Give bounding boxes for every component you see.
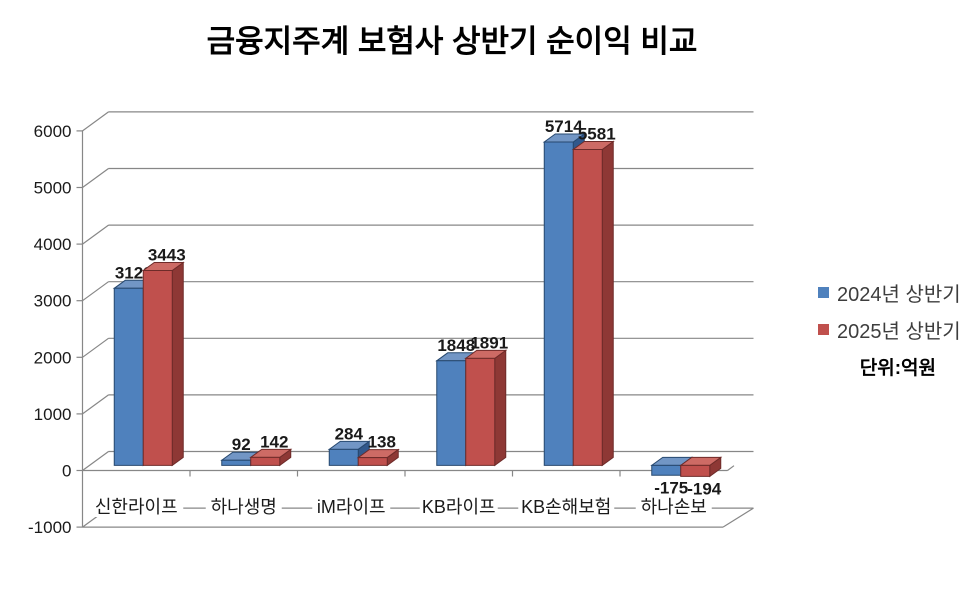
y-axis-label-1000: 1000	[34, 405, 72, 424]
bar-front-face-c2-s0	[328, 448, 359, 466]
value-label-c3-s1: 1891	[470, 333, 508, 352]
y-axis-label-6000: 6000	[34, 122, 72, 141]
bar-front-face-c2-s1	[357, 457, 388, 466]
value-label-c1-s0: 92	[232, 435, 251, 454]
chart-title: 금융지주계 보험사 상반기 순이익 비교	[206, 24, 698, 59]
gridline-depth-0	[82, 451, 109, 471]
legend-item-2024: 2024년 상반기	[818, 278, 960, 307]
value-label-c4-s0: 5714	[545, 117, 583, 136]
bar-front-face-c5-s1	[680, 464, 711, 477]
legend-swatch-2025-icon	[818, 324, 829, 335]
unit-note: 단위:억원	[859, 358, 936, 379]
value-label-c0-s1: 3443	[148, 246, 186, 265]
gridline-depth-5000	[82, 168, 109, 188]
y-axis-label-5000: 5000	[34, 179, 72, 198]
category-label-3: KB라이프	[422, 497, 496, 517]
value-label-c5-s1: -194	[687, 479, 722, 498]
bar-front-face-c4-s1	[572, 149, 603, 466]
value-label-c1-s1: 142	[260, 432, 288, 451]
legend-swatch-2024-icon	[818, 287, 829, 298]
value-label-c4-s1: 5581	[578, 125, 616, 144]
legend-item-2025: 2025년 상반기	[818, 315, 960, 344]
gridline-depth-6000	[82, 111, 109, 132]
value-label-c2-s1: 138	[368, 433, 396, 452]
floor-right-diagonal	[722, 507, 754, 528]
category-axis-end-stub	[727, 465, 735, 471]
bar-side-face-c4-s1	[601, 140, 614, 467]
category-label-bg-3	[419, 498, 498, 517]
category-label-0: 신한라이프	[95, 497, 178, 517]
legend: 2024년 상반기 2025년 상반기	[818, 278, 960, 352]
category-label-5: 하나손보	[641, 497, 707, 517]
gridline-depth-1000	[82, 394, 109, 415]
gridline-depth-4000	[82, 224, 109, 245]
y-axis-label-3000: 3000	[34, 292, 72, 311]
category-label-bg-5	[635, 498, 712, 517]
gridline-depth-3000	[82, 281, 109, 302]
bar-front-face-c5-s0	[651, 464, 682, 476]
y-axis-label-0: 0	[62, 462, 71, 481]
legend-label-2025: 2025년 상반기	[837, 321, 960, 343]
category-label-2: iM라이프	[317, 497, 386, 517]
bar-front-face-c4-s0	[543, 141, 574, 466]
bar-front-face-c3-s1	[465, 357, 496, 466]
value-label-c5-s0: -175	[654, 478, 688, 497]
bar-front-face-c0-s1	[142, 270, 173, 466]
value-label-c2-s0: 284	[335, 424, 364, 443]
legend-label-2024: 2024년 상반기	[837, 284, 960, 306]
bar-side-face-c3-s1	[494, 349, 507, 467]
category-label-4: KB손해보험	[521, 497, 611, 517]
value-label-c3-s0: 1848	[437, 336, 475, 355]
bar-side-face-c0-s1	[171, 261, 184, 467]
y-axis-label--1000: -1000	[28, 518, 71, 537]
bar-front-face-c1-s0	[221, 459, 252, 466]
category-label-bg-2	[312, 498, 391, 517]
y-axis-label-2000: 2000	[34, 348, 72, 367]
category-label-1: 하나생명	[211, 497, 277, 517]
category-label-bg-0	[89, 498, 184, 517]
bar-front-face-c1-s1	[250, 456, 281, 466]
y-axis-label-4000: 4000	[34, 235, 72, 254]
gridline-depth-2000	[82, 337, 109, 358]
category-label-bg-4	[518, 498, 615, 517]
category-label-bg-1	[205, 498, 282, 517]
bar-front-face-c3-s0	[436, 360, 467, 466]
bar-front-face-c0-s0	[113, 287, 144, 466]
